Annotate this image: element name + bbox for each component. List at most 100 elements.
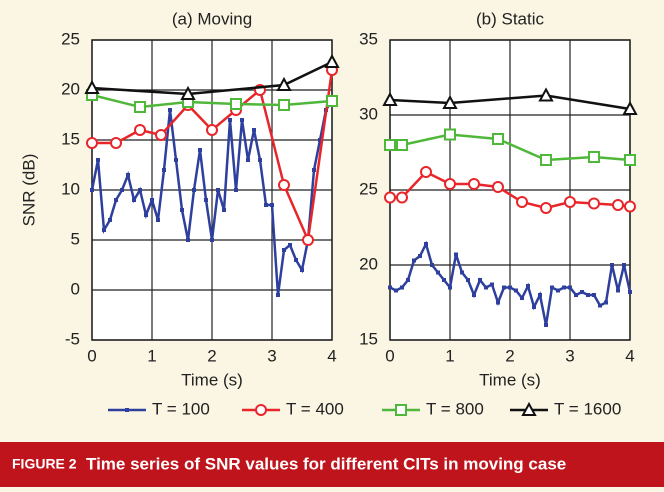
marker	[276, 293, 280, 297]
marker	[198, 148, 202, 152]
marker	[150, 198, 154, 202]
marker	[302, 234, 314, 246]
marker	[210, 238, 214, 242]
marker	[222, 208, 226, 212]
marker	[144, 213, 148, 217]
marker	[276, 76, 292, 91]
marker	[564, 196, 576, 208]
marker	[278, 179, 290, 191]
marker	[538, 87, 554, 102]
marker	[556, 288, 560, 293]
marker	[324, 53, 340, 68]
marker	[442, 94, 458, 109]
y-tick-label: 25	[359, 179, 378, 198]
marker	[312, 168, 316, 172]
y-tick-label: 25	[61, 29, 80, 48]
legend-label: T = 400	[286, 399, 344, 418]
legend-marker	[521, 401, 537, 416]
series-line	[91, 93, 333, 109]
marker	[420, 166, 432, 178]
marker	[610, 263, 614, 267]
marker	[412, 258, 416, 263]
x-axis-label: Time (s)	[479, 370, 541, 389]
y-tick-label: 0	[71, 279, 80, 298]
marker	[240, 118, 244, 122]
marker	[580, 290, 584, 294]
y-tick-label: 15	[61, 129, 80, 148]
marker	[270, 203, 274, 207]
marker	[588, 197, 600, 210]
marker	[406, 278, 410, 282]
marker	[108, 218, 112, 222]
marker	[206, 124, 218, 136]
marker	[192, 188, 196, 192]
marker	[246, 158, 250, 162]
marker	[424, 242, 428, 246]
marker	[586, 293, 590, 297]
marker	[592, 293, 596, 297]
marker	[492, 181, 504, 193]
marker	[468, 178, 480, 190]
marker	[492, 133, 504, 145]
marker	[216, 188, 220, 192]
x-tick-label: 2	[505, 346, 514, 365]
marker	[384, 139, 396, 151]
marker	[466, 278, 470, 282]
marker	[96, 158, 100, 162]
y-tick-label: 5	[71, 229, 80, 248]
marker	[472, 293, 476, 297]
legend-marker	[255, 404, 267, 416]
x-tick-label: 2	[207, 346, 216, 365]
marker	[264, 203, 268, 207]
marker	[562, 285, 566, 290]
marker	[180, 85, 196, 100]
marker	[484, 285, 488, 290]
marker	[294, 258, 298, 262]
y-tick-label: 20	[359, 254, 378, 273]
marker	[282, 248, 286, 252]
marker	[628, 290, 632, 294]
marker	[318, 138, 322, 142]
marker	[430, 263, 434, 267]
legend-marker	[125, 408, 129, 412]
y-tick-label: 35	[359, 29, 378, 48]
marker	[155, 129, 167, 141]
marker	[540, 154, 552, 166]
marker	[588, 151, 600, 163]
marker	[134, 101, 146, 113]
x-tick-label: 0	[87, 346, 96, 365]
x-axis-label: Time (s)	[181, 370, 243, 389]
marker	[234, 188, 238, 192]
marker	[388, 285, 392, 290]
marker	[612, 199, 624, 211]
marker	[258, 158, 262, 162]
marker	[598, 303, 602, 308]
marker	[278, 99, 290, 111]
marker	[382, 91, 398, 106]
marker	[624, 200, 636, 213]
marker	[418, 254, 422, 258]
marker	[180, 208, 184, 212]
marker	[156, 218, 160, 222]
marker	[204, 198, 208, 202]
marker	[230, 98, 242, 110]
marker	[300, 268, 304, 272]
chart-title: (a) Moving	[172, 9, 252, 28]
marker	[444, 178, 456, 190]
caption-bar	[0, 442, 664, 487]
marker	[120, 188, 124, 192]
marker	[132, 198, 136, 202]
marker	[516, 196, 528, 208]
marker	[454, 252, 458, 257]
marker	[502, 285, 506, 290]
marker	[162, 168, 166, 172]
x-tick-label: 3	[565, 346, 574, 365]
marker	[540, 202, 552, 214]
y-axis-label: SNR (dB)	[19, 154, 38, 227]
marker	[550, 285, 554, 290]
chart-title: (b) Static	[476, 9, 545, 28]
legend-label: T = 100	[152, 399, 210, 418]
marker	[110, 137, 122, 149]
marker	[616, 288, 620, 293]
